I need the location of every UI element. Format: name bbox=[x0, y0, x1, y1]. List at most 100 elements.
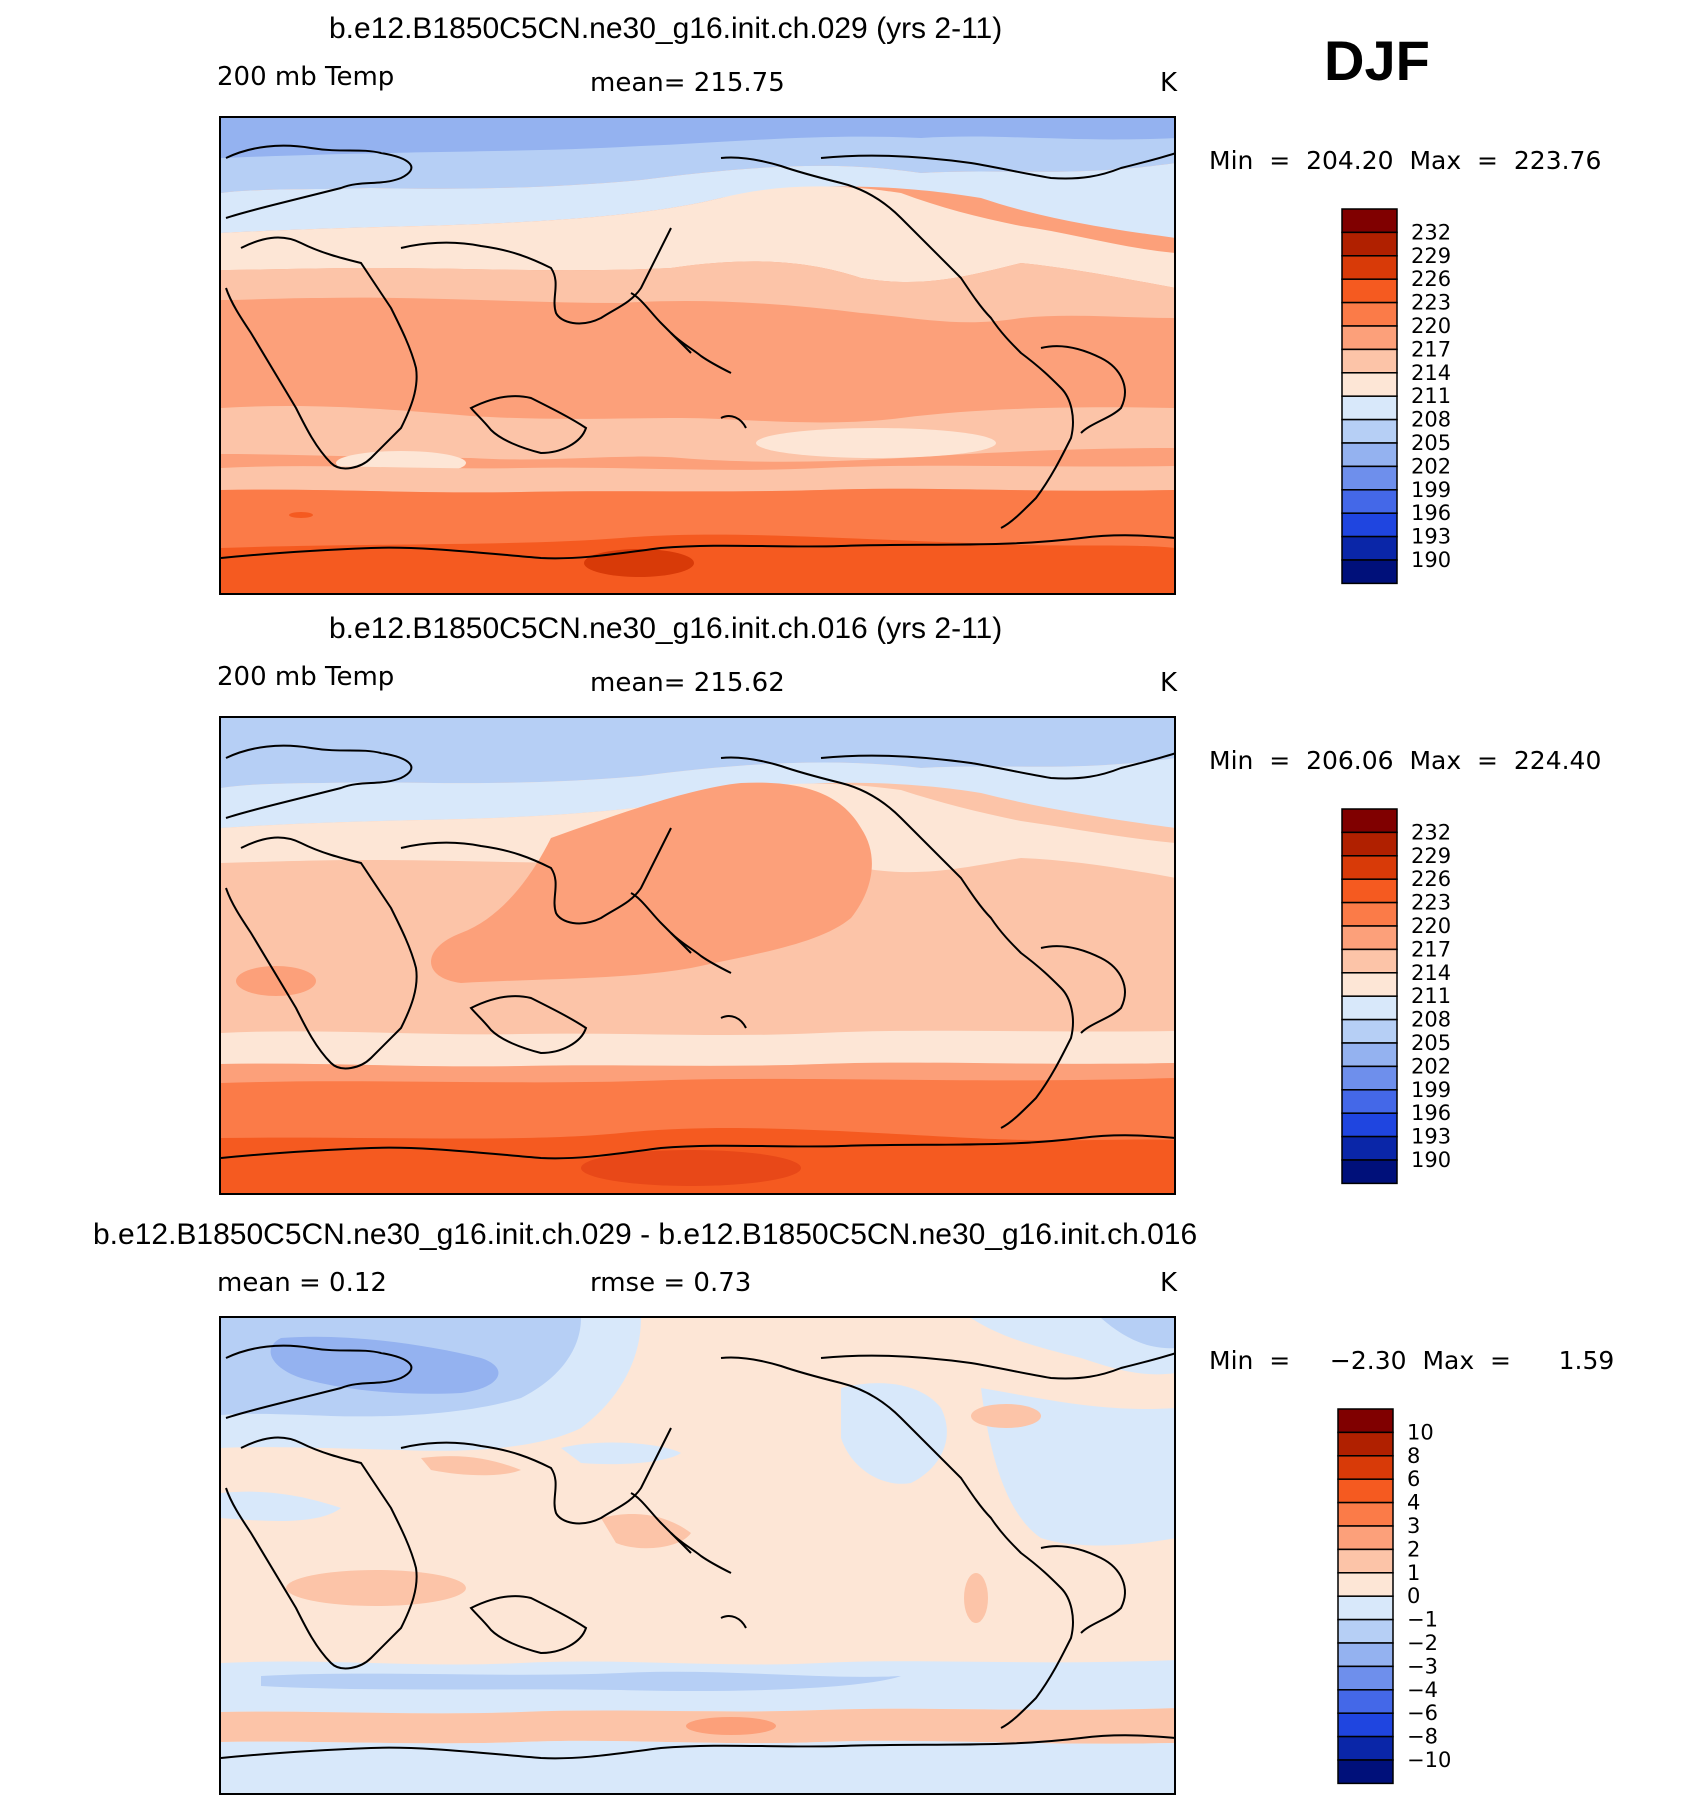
colorbar-tick-label: 220 bbox=[1411, 314, 1451, 338]
colorbar-swatch bbox=[1341, 465, 1398, 491]
colorbar-tick-label: 220 bbox=[1411, 914, 1451, 938]
temperature-field-map bbox=[221, 118, 1174, 593]
panel-units-label: K bbox=[1160, 1268, 1178, 1298]
colorbar-swatch bbox=[1337, 1759, 1394, 1785]
colorbar-tick-label: 0 bbox=[1407, 1584, 1420, 1608]
colorbar-swatch bbox=[1341, 1065, 1398, 1091]
colorbar-tick-label: 196 bbox=[1411, 1101, 1451, 1125]
colorbar-swatch bbox=[1341, 255, 1398, 280]
colorbar-swatch bbox=[1341, 535, 1398, 561]
colorbar-tick-label: −1 bbox=[1407, 1608, 1438, 1632]
colorbar-3: 10 8 6 4 3 2 1 0 −1 −2 −3 −4 −6 −8 −10 bbox=[1336, 1407, 1466, 1787]
colorbar-swatch bbox=[1341, 948, 1398, 974]
colorbar-swatch bbox=[1341, 925, 1398, 951]
colorbar-tick-label: 232 bbox=[1411, 220, 1451, 244]
colorbar-tick-label: 211 bbox=[1411, 384, 1451, 408]
colorbar-tick-label: 217 bbox=[1411, 337, 1451, 361]
panel-units-label: K bbox=[1160, 668, 1178, 698]
panel-title: b.e12.B1850C5CN.ne30_g16.init.ch.016 (yr… bbox=[329, 612, 1003, 645]
colorbar-tick-label: 3 bbox=[1407, 1514, 1420, 1538]
colorbar-swatch bbox=[1341, 1042, 1398, 1068]
colorbar-swatch bbox=[1341, 878, 1398, 904]
colorbar-tick-label: 6 bbox=[1407, 1467, 1420, 1491]
colorbar-tick-label: 205 bbox=[1411, 431, 1451, 455]
colorbar-tick-label: 217 bbox=[1411, 937, 1451, 961]
panel-mean-label: mean = 0.12 bbox=[217, 1268, 387, 1298]
colorbar-1: 232 229 226 223 220 217 214 211 208 205 202 199 196 1… bbox=[1340, 207, 1460, 587]
colorbar-swatch bbox=[1337, 1712, 1394, 1738]
colorbar-swatch bbox=[1337, 1572, 1394, 1597]
colorbar-swatch bbox=[1341, 489, 1398, 514]
colorbar-swatch bbox=[1337, 1478, 1394, 1504]
panel-mean-label: mean= 215.62 bbox=[590, 668, 785, 698]
colorbar-swatch bbox=[1341, 348, 1398, 374]
colorbar-swatch bbox=[1341, 972, 1398, 997]
panel-variable-label: 200 mb Temp bbox=[217, 62, 395, 92]
colorbar-tick-label: 229 bbox=[1411, 244, 1451, 268]
colorbar-swatch bbox=[1337, 1735, 1394, 1761]
colorbar-tick-label: 211 bbox=[1411, 984, 1451, 1008]
colorbar-swatch bbox=[1341, 325, 1398, 351]
colorbar-tick-label: 232 bbox=[1411, 820, 1451, 844]
colorbar-tick-label: 208 bbox=[1411, 1008, 1451, 1032]
colorbar-swatch bbox=[1341, 808, 1398, 834]
colorbar-swatch bbox=[1341, 1089, 1398, 1114]
colorbar-tick-label: 190 bbox=[1411, 548, 1451, 572]
colorbar-tick-label: 199 bbox=[1411, 478, 1451, 502]
colorbar-swatch bbox=[1341, 208, 1398, 234]
colorbar-tick-label: 214 bbox=[1411, 961, 1451, 985]
colorbar-swatch bbox=[1341, 559, 1398, 585]
colorbar-swatch bbox=[1341, 901, 1398, 927]
colorbar-swatch bbox=[1337, 1455, 1394, 1480]
panel-minmax: Min = −2.30 Max = 1.59 bbox=[1209, 1346, 1615, 1375]
colorbar-tick-label: 10 bbox=[1407, 1420, 1434, 1444]
colorbar-tick-label: −2 bbox=[1407, 1631, 1438, 1655]
panel-variable-label: 200 mb Temp bbox=[217, 662, 395, 692]
colorbar-swatch bbox=[1341, 855, 1398, 880]
colorbar-tick-label: 2 bbox=[1407, 1537, 1420, 1561]
colorbar-tick-label: −3 bbox=[1407, 1654, 1438, 1678]
colorbar-tick-label: 202 bbox=[1411, 1054, 1451, 1078]
colorbar-tick-label: 202 bbox=[1411, 454, 1451, 478]
colorbar-swatch bbox=[1337, 1431, 1394, 1457]
colorbar-tick-label: 226 bbox=[1411, 867, 1451, 891]
colorbar-2: 232 229 226 223 220 217 214 211 208 205 202 199 196 1… bbox=[1340, 807, 1460, 1187]
colorbar-tick-label: −6 bbox=[1407, 1701, 1438, 1725]
colorbar-tick-label: 223 bbox=[1411, 291, 1451, 315]
colorbar-tick-label: 208 bbox=[1411, 408, 1451, 432]
colorbar-swatch bbox=[1341, 442, 1398, 468]
colorbar-swatch bbox=[1337, 1595, 1394, 1621]
colorbar-swatch bbox=[1341, 1018, 1398, 1044]
colorbar-tick-label: 4 bbox=[1407, 1491, 1420, 1515]
panel-units-label: K bbox=[1160, 68, 1178, 98]
difference-field-map bbox=[221, 1318, 1174, 1793]
colorbar-tick-label: −8 bbox=[1407, 1725, 1438, 1749]
colorbar-tick-label: 8 bbox=[1407, 1444, 1420, 1468]
colorbar-swatch bbox=[1341, 1112, 1398, 1138]
map-panel-3 bbox=[219, 1316, 1176, 1795]
colorbar-swatch bbox=[1341, 1135, 1398, 1161]
colorbar-tick-label: 229 bbox=[1411, 844, 1451, 868]
colorbar-tick-label: 1 bbox=[1407, 1561, 1420, 1585]
colorbar-tick-label: 214 bbox=[1411, 361, 1451, 385]
colorbar-tick-label: −10 bbox=[1407, 1748, 1451, 1772]
colorbar-swatch bbox=[1341, 231, 1398, 257]
colorbar-tick-label: 193 bbox=[1411, 525, 1451, 549]
panel-title: b.e12.B1850C5CN.ne30_g16.init.ch.029 - b… bbox=[93, 1218, 1198, 1251]
panel-mean-label: mean= 215.75 bbox=[590, 68, 785, 98]
colorbar-swatch bbox=[1337, 1642, 1394, 1668]
colorbar-swatch bbox=[1341, 372, 1398, 397]
colorbar-tick-label: 190 bbox=[1411, 1148, 1451, 1172]
temperature-field-map bbox=[221, 718, 1174, 1193]
panel-rmse-label: rmse = 0.73 bbox=[590, 1268, 752, 1298]
season-label: DJF bbox=[1324, 29, 1430, 92]
colorbar-swatch bbox=[1341, 995, 1398, 1021]
colorbar-swatch bbox=[1337, 1548, 1394, 1574]
colorbar-tick-label: 226 bbox=[1411, 267, 1451, 291]
panel-minmax: Min = 204.20 Max = 223.76 bbox=[1209, 146, 1602, 175]
colorbar-tick-label: 223 bbox=[1411, 891, 1451, 915]
colorbar-tick-label: 199 bbox=[1411, 1078, 1451, 1102]
panel-minmax: Min = 206.06 Max = 224.40 bbox=[1209, 746, 1602, 775]
panel-title: b.e12.B1850C5CN.ne30_g16.init.ch.029 (yr… bbox=[329, 12, 1003, 45]
colorbar-swatch bbox=[1337, 1408, 1394, 1434]
